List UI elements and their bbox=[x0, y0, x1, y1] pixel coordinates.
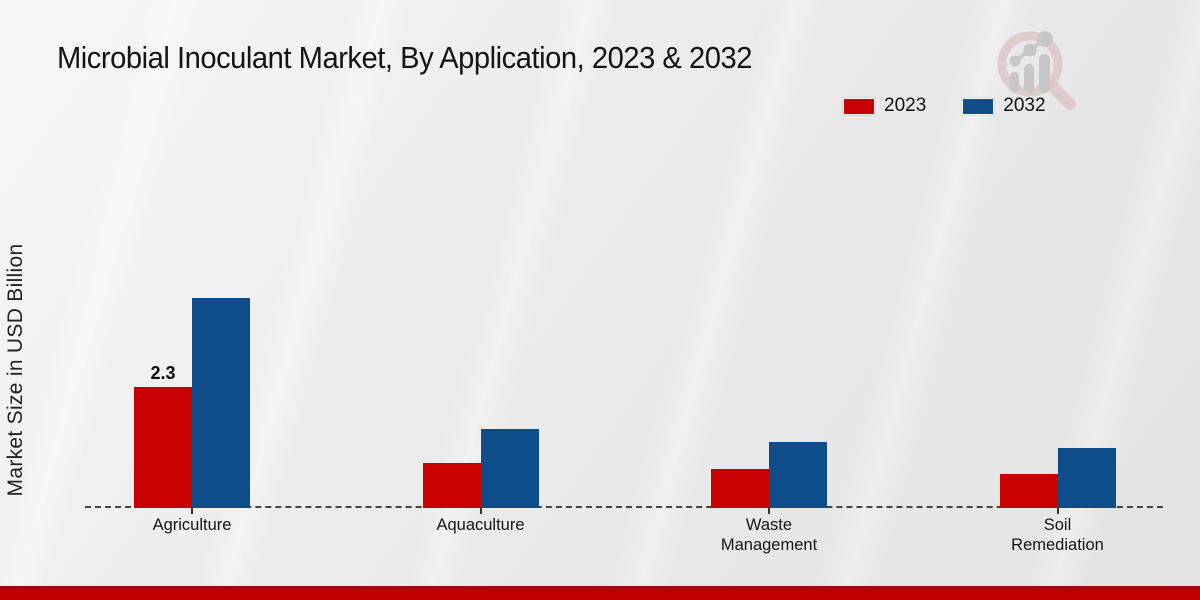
bar-2032-waste-management bbox=[769, 442, 827, 508]
x-axis-tick bbox=[191, 508, 193, 514]
bar-2032-aquaculture bbox=[480, 429, 539, 508]
legend-swatch-2032 bbox=[962, 97, 995, 115]
bar-2023-agriculture bbox=[134, 387, 192, 508]
bar-2032-agriculture bbox=[192, 297, 250, 508]
category-label-soil-remediation: Soil Remediation bbox=[1011, 516, 1104, 555]
legend-label: 2032 bbox=[1003, 95, 1046, 116]
brand-watermark-logo bbox=[997, 31, 1076, 110]
footer-accent-bar bbox=[0, 586, 1200, 600]
category-label-agriculture: Agriculture bbox=[152, 516, 232, 534]
legend: 2023 2032 bbox=[843, 95, 1046, 117]
legend-item-2032: 2032 bbox=[962, 95, 1046, 117]
legend-label: 2023 bbox=[884, 95, 927, 116]
bar-2032-soil-remediation bbox=[1057, 447, 1116, 508]
bar-2023-aquaculture bbox=[422, 463, 481, 508]
bar-value-label: 2.3 bbox=[150, 363, 176, 384]
bars-layer bbox=[134, 297, 1116, 508]
category-label-waste-management: Waste Management bbox=[720, 516, 818, 555]
legend-item-2023: 2023 bbox=[843, 95, 926, 117]
bar-2023-soil-remediation bbox=[999, 473, 1058, 508]
bar-2023-waste-management bbox=[711, 468, 769, 508]
chart-title: Microbial Inoculant Market, By Applicati… bbox=[57, 40, 752, 75]
x-axis-tick bbox=[768, 508, 770, 514]
x-axis-tick bbox=[479, 508, 482, 514]
x-axis-tick bbox=[1056, 508, 1059, 514]
legend-swatch-2023 bbox=[843, 97, 875, 115]
category-label-aquaculture: Aquaculture bbox=[436, 516, 525, 534]
x-axis-baseline bbox=[85, 506, 1163, 508]
